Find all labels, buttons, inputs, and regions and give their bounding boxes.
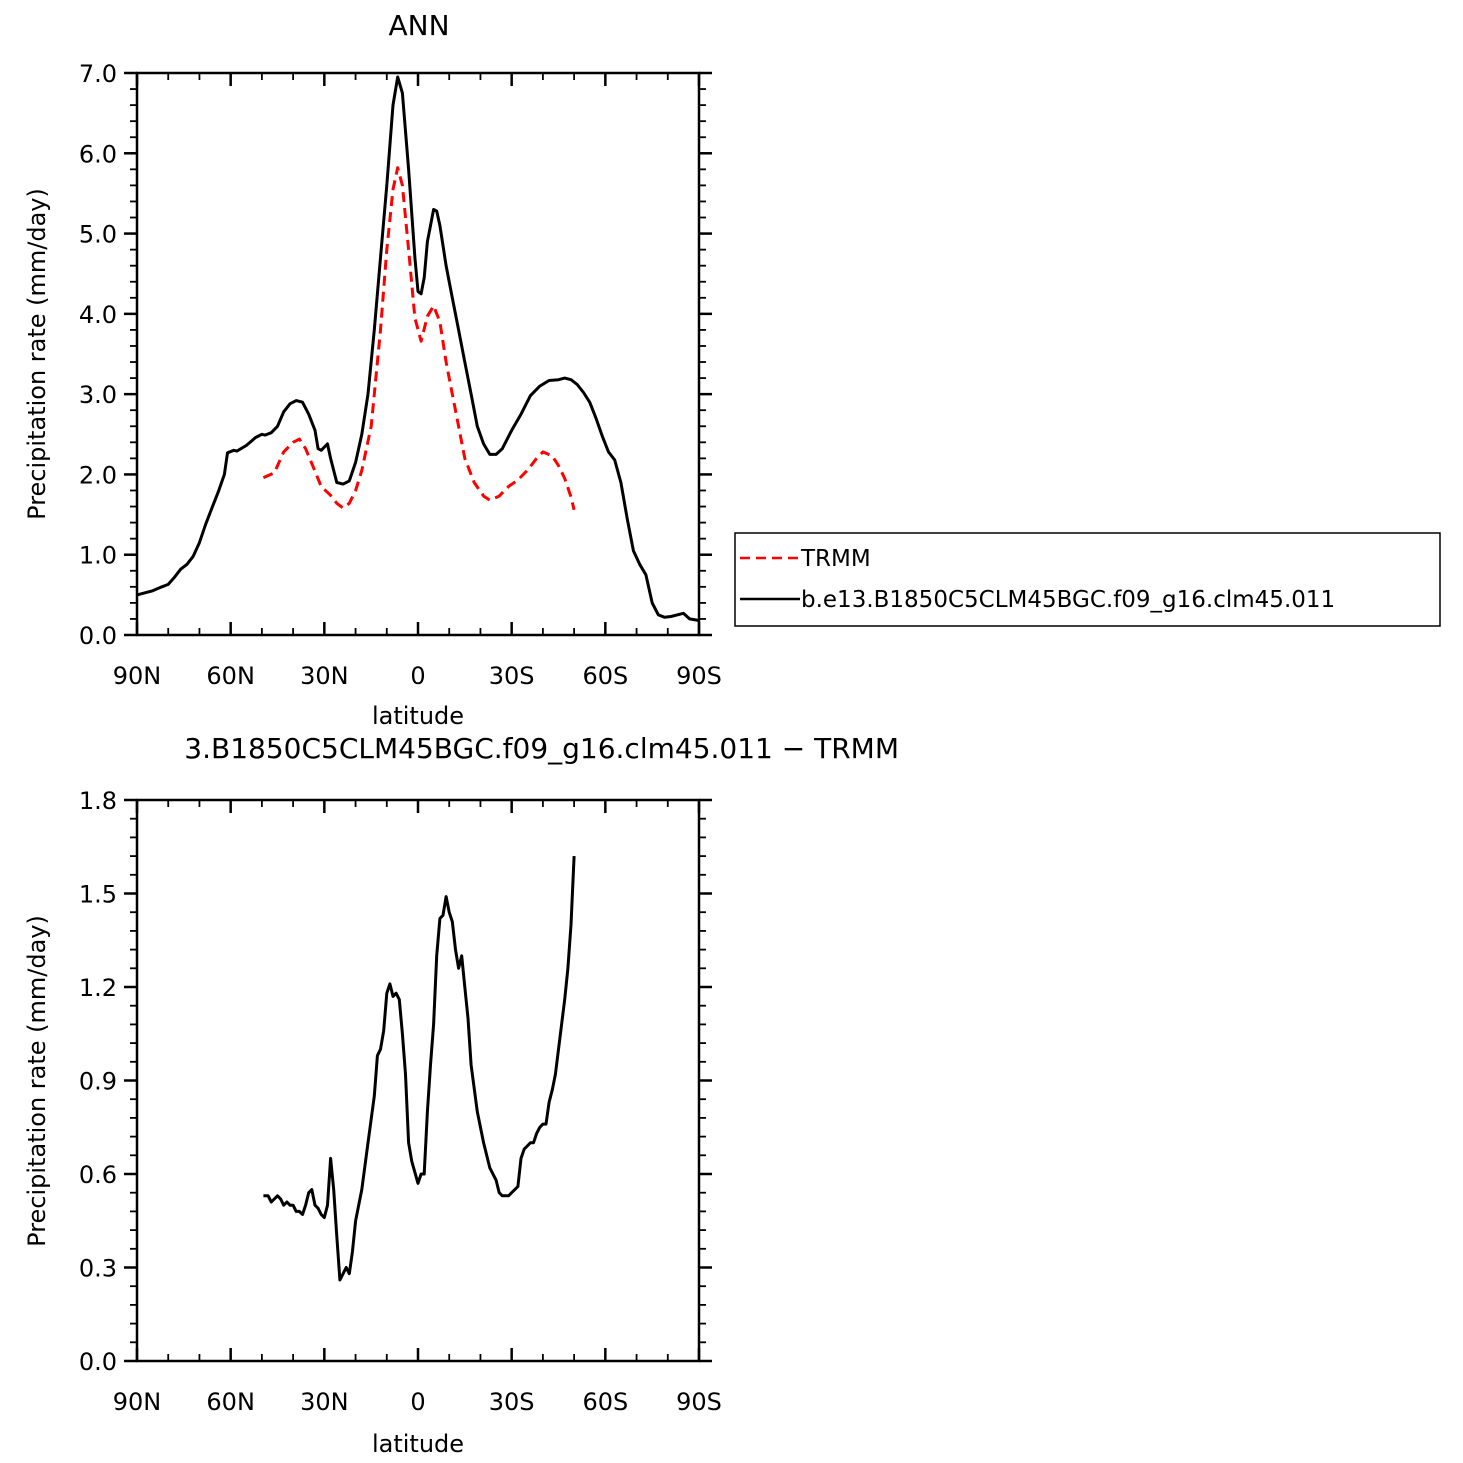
bottom-series-line-0 — [263, 856, 576, 1282]
top-y-tick-label: 4.0 — [79, 301, 117, 329]
top-panel: ANN 90N 60N 30N 0 30S 60S 90S 0.0 1.0 2.0 3.0 4.0 5.… — [23, 9, 722, 730]
top-frame — [135, 71, 701, 637]
top-y-tick-label: 5.0 — [79, 221, 117, 249]
bottom-x-axis-title: latitude — [372, 1430, 464, 1458]
top-y-tick-label: 6.0 — [79, 140, 117, 168]
top-x-tick-label: 30N — [300, 662, 349, 690]
top-series-line-1 — [136, 75, 700, 622]
bottom-x-tick-label: 60S — [582, 1388, 628, 1416]
bottom-x-tick-label: 90S — [676, 1388, 722, 1416]
top-y-axis-title: Precipitation rate (mm/day) — [23, 188, 51, 520]
bottom-x-tick-label: 30N — [300, 1388, 349, 1416]
top-panel-title: ANN — [388, 9, 449, 42]
bottom-y-tick-label: 1.2 — [79, 974, 117, 1002]
top-y-tick-label: 7.0 — [79, 60, 117, 88]
top-y-tick-label: 0.0 — [79, 622, 117, 650]
top-y-tick-label: 2.0 — [79, 461, 117, 489]
bottom-panel-title: 3.B1850C5CLM45BGC.f09_g16.clm45.011 − TR… — [184, 732, 899, 765]
top-x-tick-label: 30S — [489, 662, 535, 690]
top-y-tick-label: 1.0 — [79, 542, 117, 570]
bottom-panel: 3.B1850C5CLM45BGC.f09_g16.clm45.011 − TR… — [23, 732, 899, 1458]
bottom-frame — [135, 798, 701, 1363]
bottom-y-tick-label: 1.8 — [79, 787, 117, 815]
bottom-x-tick-label: 60N — [206, 1388, 255, 1416]
top-x-tick-label: 60N — [206, 662, 255, 690]
bottom-y-tick-label: 0.0 — [79, 1348, 117, 1376]
bottom-y-tick-label: 0.9 — [79, 1068, 117, 1096]
top-x-axis-title: latitude — [372, 702, 464, 730]
top-x-tick-label: 0 — [410, 662, 425, 690]
bottom-plot-area: 90N 60N 30N 0 30S 60S 90S 0.0 0.3 0.6 0.9 1.2 1.5 1.8 — [79, 787, 722, 1416]
top-plot-area: 90N 60N 30N 0 30S 60S 90S 0.0 1.0 2.0 3.0 4.0 5.0 6.0… — [79, 60, 722, 690]
bottom-y-tick-label: 0.3 — [79, 1255, 117, 1283]
legend-label-model: b.e13.B1850C5CLM45BGC.f09_g16.clm45.011 — [801, 587, 1335, 613]
bottom-y-axis-title: Precipitation rate (mm/day) — [23, 915, 51, 1247]
bottom-y-tick-label: 1.5 — [79, 881, 117, 909]
top-series-line-0 — [262, 166, 576, 511]
top-y-tick-label: 3.0 — [79, 381, 117, 409]
bottom-x-tick-label: 0 — [410, 1388, 425, 1416]
top-x-tick-label: 60S — [582, 662, 628, 690]
bottom-x-tick-label: 90N — [113, 1388, 162, 1416]
legend-label-trmm: TRMM — [800, 546, 871, 572]
legend-box — [734, 532, 1441, 627]
bottom-y-tick-label: 0.6 — [79, 1161, 117, 1189]
top-x-tick-label: 90S — [676, 662, 722, 690]
legend: TRMM b.e13.B1850C5CLM45BGC.f09_g16.clm45… — [734, 532, 1441, 627]
bottom-x-tick-label: 30S — [489, 1388, 535, 1416]
top-x-tick-label: 90N — [113, 662, 162, 690]
